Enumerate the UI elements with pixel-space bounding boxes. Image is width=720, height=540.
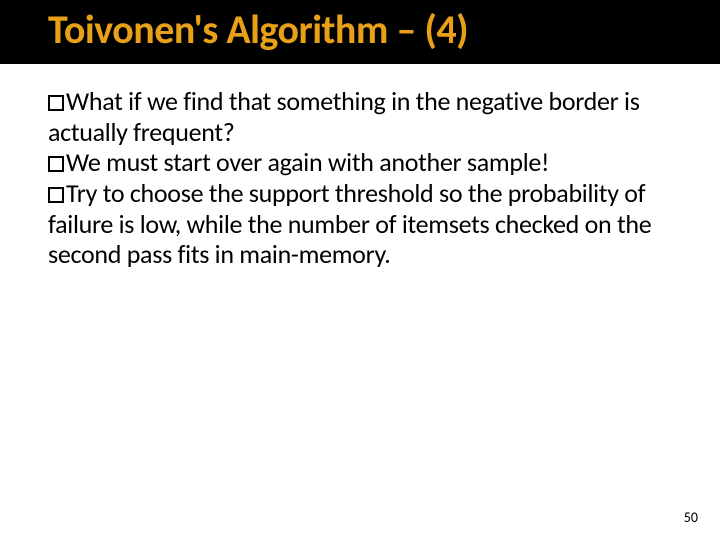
title-bar: Toivonen's Algorithm – (4) bbox=[0, 0, 720, 64]
bullet-text: We must start over again with another sa… bbox=[66, 146, 549, 178]
square-bullet-icon bbox=[48, 187, 64, 203]
square-bullet-icon bbox=[48, 95, 64, 111]
bullet-text: What if we find that something in the ne… bbox=[48, 85, 640, 148]
bullet-item: Try to choose the support threshold so t… bbox=[48, 178, 672, 270]
bullet-text: Try to choose the support threshold so t… bbox=[48, 177, 651, 270]
slide-title: Toivonen's Algorithm – (4) bbox=[48, 8, 720, 52]
bullet-item: What if we find that something in the ne… bbox=[48, 86, 672, 147]
bullet-item: We must start over again with another sa… bbox=[48, 147, 672, 178]
slide-body: What if we find that something in the ne… bbox=[0, 64, 720, 270]
square-bullet-icon bbox=[48, 156, 64, 172]
page-number: 50 bbox=[684, 509, 698, 526]
